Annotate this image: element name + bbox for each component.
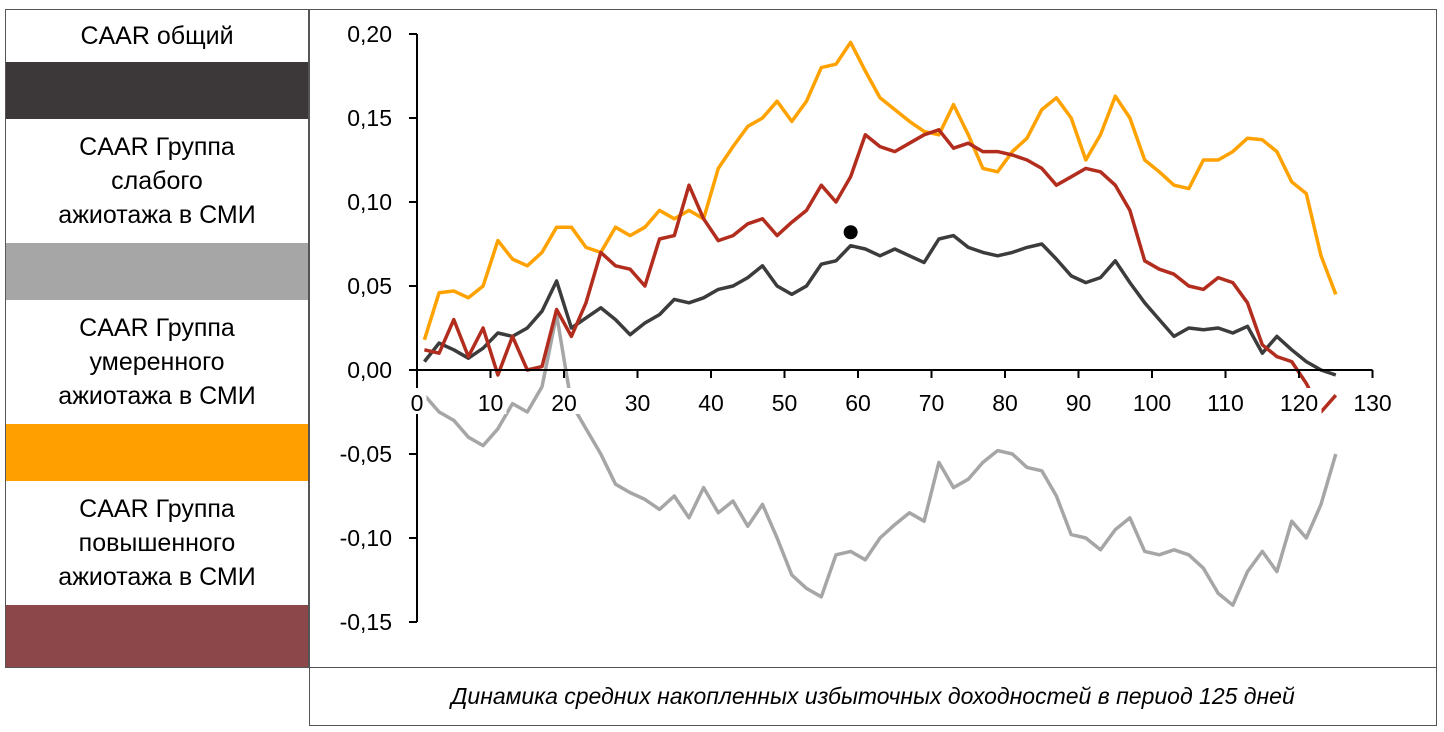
x-tick-label: 120 — [1280, 390, 1318, 416]
x-tick-label-bg — [548, 388, 580, 414]
x-tick-label: 40 — [698, 390, 724, 416]
legend-swatch-weak-hype — [5, 243, 309, 300]
x-tick-label-bg — [407, 388, 427, 414]
x-tick-label-bg — [1203, 388, 1248, 414]
x-tick-label: 20 — [551, 390, 577, 416]
legend-label-caar-total: CAAR общий — [5, 10, 309, 62]
legend-label-moderate-hype: CAAR Группа умеренного ажиотажа в СМИ — [5, 300, 309, 424]
x-tick-label-bg — [1062, 388, 1095, 414]
x-tick-label: 50 — [772, 390, 798, 416]
marker-layer — [843, 225, 858, 240]
y-tick-label: 0,20 — [347, 21, 392, 47]
y-tick-label: 0,15 — [347, 105, 392, 131]
line-chart: -0,15 -0,10 -0,05 0,00 0,05 0,10 0,15 0,20 0 10 20… — [339, 21, 1395, 635]
x-tick-label: 60 — [845, 390, 871, 416]
y-tick-label: -0,15 — [340, 609, 392, 635]
x-tick-label: 90 — [1066, 390, 1092, 416]
x-tick-label-bg — [915, 388, 948, 414]
series-line-1 — [423, 312, 1338, 607]
legend-label-weak-hype: CAAR Группа слабого ажиотажа в СМИ — [5, 119, 309, 243]
x-tick-label-bg — [1350, 388, 1395, 414]
y-tick-label: -0,05 — [340, 441, 392, 467]
legend-swatch-moderate-hype — [5, 424, 309, 481]
series-line-2 — [422, 40, 1338, 341]
x-tick-label: 100 — [1133, 390, 1171, 416]
x-tick-label-bg — [621, 388, 654, 414]
x-tick-label: 80 — [992, 390, 1018, 416]
x-tick-label-bg — [768, 388, 801, 414]
highlight-marker — [843, 225, 858, 240]
chart-caption: Динамика средних накопленных избыточных … — [309, 667, 1437, 726]
x-tick-label: 10 — [478, 390, 504, 416]
x-tick-label-bg — [1276, 388, 1322, 414]
series-layer — [422, 40, 1338, 607]
y-tick-label: -0,10 — [340, 525, 392, 551]
x-tick-label: 70 — [919, 390, 945, 416]
series-line-0 — [423, 233, 1337, 377]
x-tick-label: 0 — [411, 390, 424, 416]
x-tick-label-bg — [842, 388, 874, 414]
legend-label-high-hype: CAAR Группа повышенного ажиотажа в СМИ — [5, 481, 309, 605]
x-tick-label-bg — [474, 388, 507, 414]
x-tick-label: 30 — [625, 390, 651, 416]
y-tick-label: 0,00 — [347, 357, 392, 383]
legend: CAAR общий CAAR Группа слабого ажиотажа … — [5, 9, 309, 668]
series-line-3 — [424, 128, 1338, 414]
y-tick-label: 0,10 — [347, 189, 392, 215]
legend-swatch-caar-total — [5, 62, 309, 119]
x-tick-label: 110 — [1207, 390, 1244, 416]
x-tick-label: 130 — [1353, 390, 1391, 416]
axes-layer: -0,15 -0,10 -0,05 0,00 0,05 0,10 0,15 0,20 0 10 20… — [340, 21, 1395, 635]
x-tick-label-bg — [1129, 388, 1175, 414]
x-tick-label-bg — [695, 388, 727, 414]
y-tick-label: 0,05 — [347, 273, 392, 299]
legend-swatch-high-hype — [5, 605, 309, 668]
x-tick-label-bg — [989, 388, 1021, 414]
